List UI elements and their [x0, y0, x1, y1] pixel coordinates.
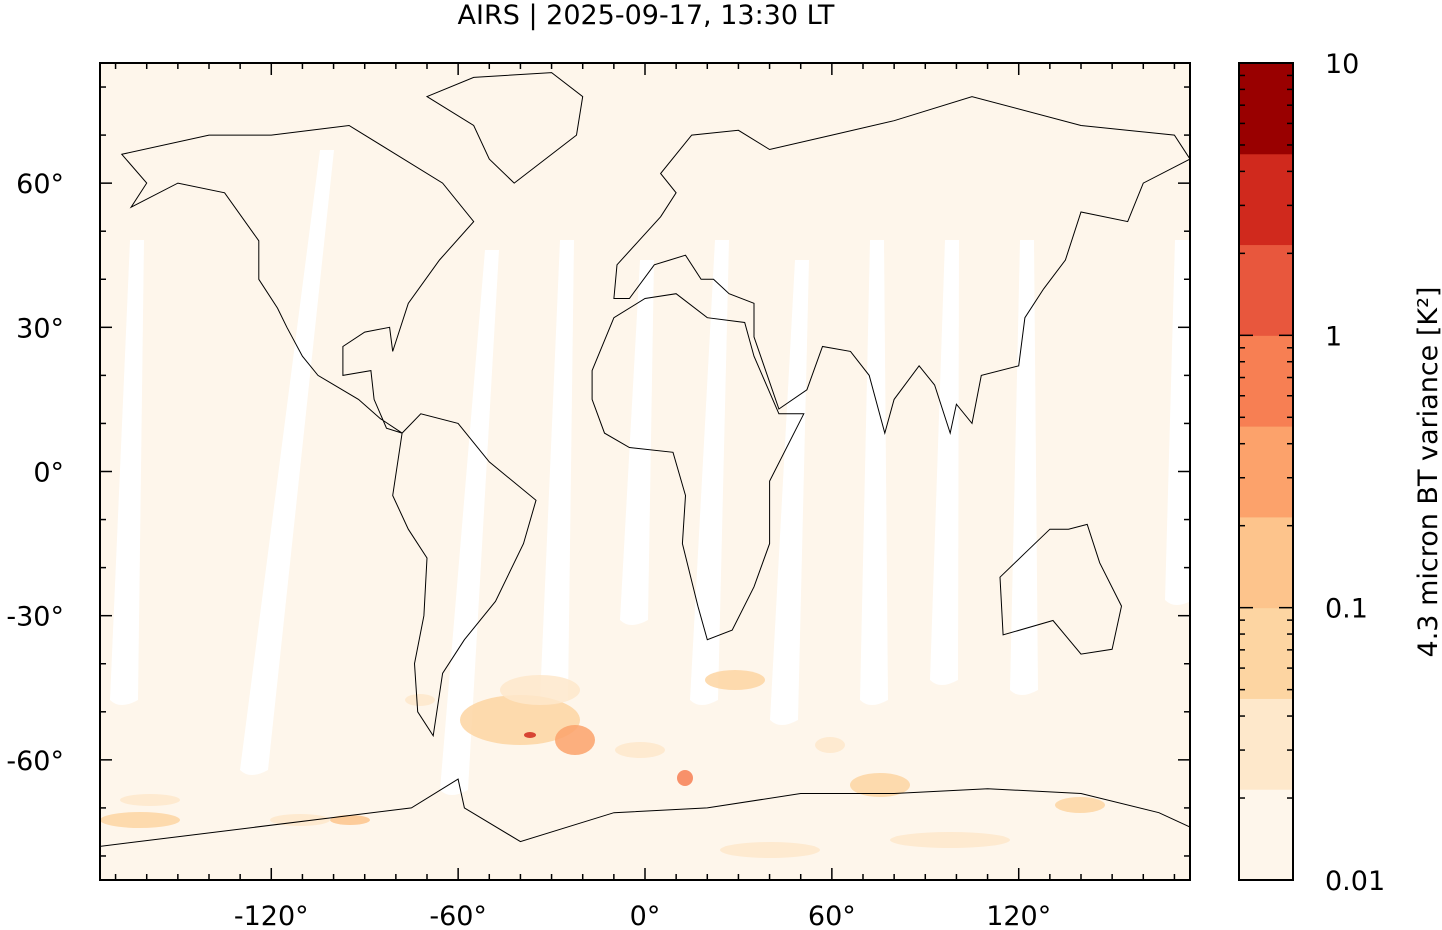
colorbar-level — [1239, 789, 1293, 881]
colorbar-level — [1239, 698, 1293, 790]
colorbar-level — [1239, 426, 1293, 518]
x-tick-label: 120° — [986, 901, 1051, 930]
y-tick-label: 30° — [16, 313, 64, 344]
y-tick-label: 0° — [33, 458, 64, 489]
y-tick-label: -60° — [6, 746, 64, 777]
variance-blob — [705, 670, 765, 690]
colorbar-tick-label: 0.01 — [1325, 866, 1385, 897]
variance-blob — [500, 675, 580, 705]
swath-gap — [770, 260, 809, 725]
y-tick-label: -30° — [6, 602, 64, 633]
variance-blob — [1055, 797, 1105, 813]
x-tick-label: -60° — [429, 901, 487, 930]
swath-gap — [1010, 240, 1038, 695]
x-tick-label: 60° — [808, 901, 856, 930]
swath-gap — [110, 240, 144, 705]
map-title: AIRS | 2025-09-17, 13:30 LT — [458, 0, 835, 31]
colorbar-label: 4.3 micron BT variance [K²] — [1413, 287, 1442, 658]
colorbar-tick-label: 1 — [1325, 321, 1342, 352]
colorbar-level — [1239, 244, 1293, 336]
colorbar-level — [1239, 63, 1293, 155]
coastline-south-america — [392, 413, 537, 738]
variance-blob — [677, 770, 693, 786]
colorbar-tick-label: 0.1 — [1325, 594, 1368, 625]
colorbar-level — [1239, 153, 1293, 246]
swath-gap — [690, 240, 729, 705]
map-axes: -120° -60° 0° 60° 120° 60° 30° 0° -30° -60° — [6, 63, 1190, 930]
swath-gap — [540, 240, 574, 705]
x-tick-label: -120° — [234, 901, 309, 930]
coastline-australia — [999, 523, 1123, 655]
variance-blob — [120, 794, 180, 806]
coastline-antarctica — [100, 778, 1190, 880]
y-tick-label: 60° — [16, 169, 64, 200]
x-tick-label: 0° — [630, 901, 661, 930]
variance-blob — [890, 832, 1010, 848]
colorbar-frame — [1238, 62, 1294, 881]
swath-gap — [1165, 240, 1190, 605]
coastline-africa — [591, 293, 805, 641]
variance-blob — [720, 842, 820, 858]
coastline-greenland — [425, 72, 584, 184]
variance-blob — [555, 725, 595, 755]
swath-gap — [930, 240, 959, 685]
variance-blob — [330, 815, 370, 825]
variance-blob — [815, 737, 845, 753]
colorbar: 10 1 0.1 0.01 — [1238, 49, 1385, 897]
variance-blob — [460, 695, 580, 745]
colorbar-tick-label: 10 — [1325, 49, 1359, 80]
variance-blob — [100, 812, 180, 828]
variance-blob — [405, 694, 435, 706]
swath-gap — [240, 150, 334, 775]
map-area — [100, 63, 1190, 880]
coastline-eurasia — [613, 96, 1190, 436]
variance-blob — [615, 742, 665, 758]
colorbar-level — [1239, 516, 1293, 609]
variance-blob — [850, 773, 910, 797]
swath-gap — [440, 250, 499, 795]
swath-gap — [860, 240, 888, 705]
variance-blob — [524, 732, 536, 738]
colorbar-level — [1239, 607, 1293, 699]
swath-gap — [620, 260, 654, 625]
coastline-north-america — [120, 124, 475, 434]
colorbar-level — [1239, 335, 1293, 427]
